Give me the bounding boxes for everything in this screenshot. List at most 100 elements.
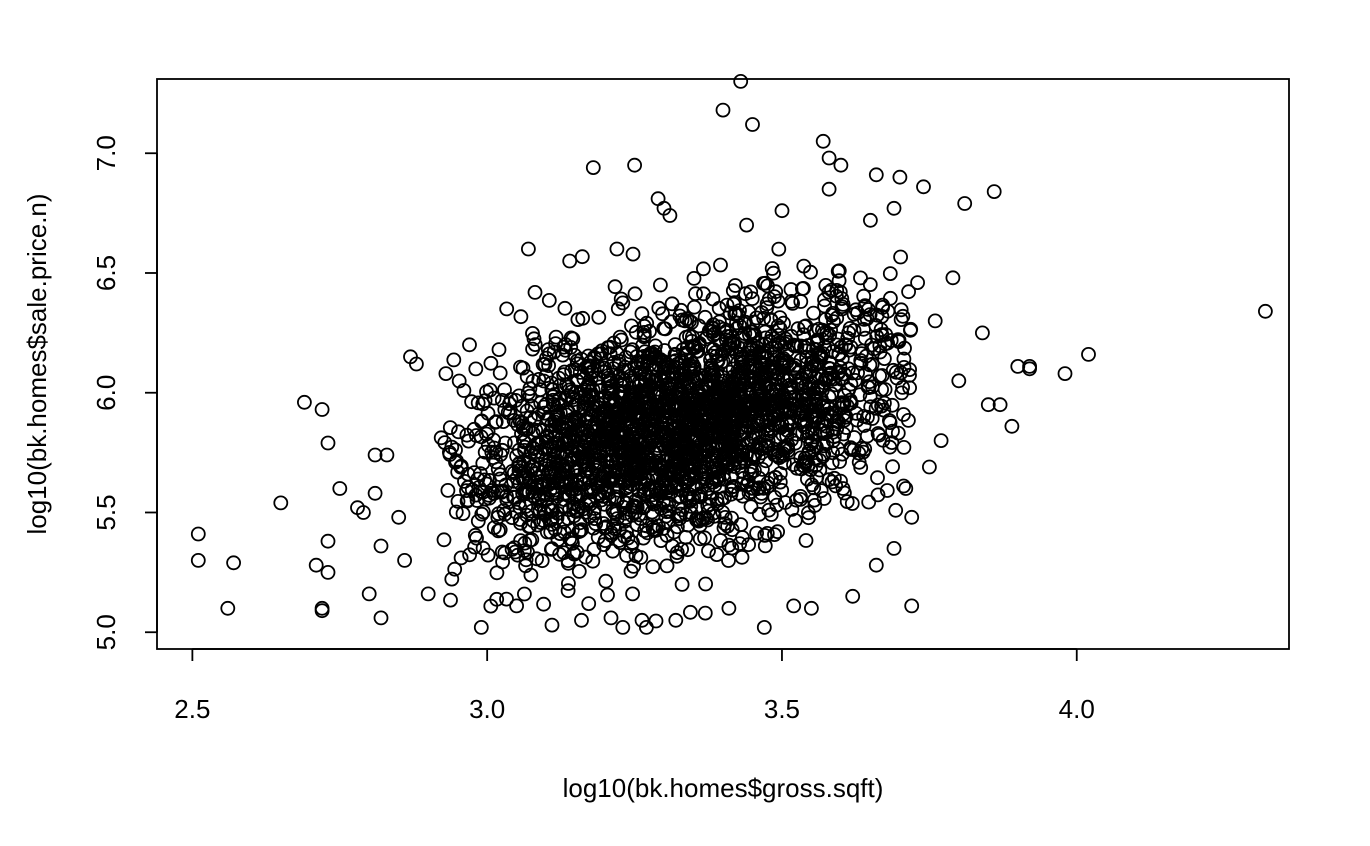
- data-point: [449, 453, 464, 469]
- data-point: [698, 576, 713, 592]
- data-point: [575, 310, 591, 326]
- data-point: [518, 552, 534, 568]
- data-point: [742, 466, 758, 482]
- data-point: [904, 598, 920, 614]
- data-point: [762, 393, 777, 409]
- data-point: [639, 315, 655, 331]
- data-point: [593, 351, 609, 367]
- data-point: [710, 353, 726, 369]
- data-point: [461, 433, 477, 449]
- data-point: [877, 382, 893, 397]
- data-point: [845, 588, 861, 604]
- data-point: [547, 482, 563, 498]
- data-point: [488, 454, 504, 470]
- data-point: [662, 208, 678, 223]
- data-point: [583, 384, 598, 400]
- data-point: [473, 620, 489, 635]
- data-point: [453, 458, 469, 474]
- data-point: [542, 456, 558, 472]
- data-point: [484, 483, 500, 498]
- data-points: [190, 74, 1273, 635]
- data-point: [817, 292, 832, 308]
- data-point: [308, 557, 324, 573]
- data-point: [1081, 346, 1096, 362]
- data-point: [884, 397, 900, 413]
- data-point: [513, 359, 528, 375]
- data-point: [420, 586, 436, 602]
- data-point: [751, 470, 767, 486]
- x-tick-label: 2.5: [174, 694, 210, 724]
- data-point: [530, 517, 545, 533]
- data-point: [603, 610, 619, 626]
- data-point: [793, 450, 809, 466]
- data-point: [453, 550, 469, 566]
- data-point: [497, 382, 512, 398]
- data-point: [888, 364, 904, 380]
- data-point: [806, 385, 822, 401]
- data-point: [494, 544, 510, 560]
- data-point: [634, 374, 649, 390]
- data-point: [571, 564, 587, 579]
- data-point: [766, 364, 782, 380]
- data-point: [511, 388, 527, 404]
- data-point: [751, 391, 767, 407]
- data-point: [672, 308, 688, 324]
- data-point: [757, 528, 773, 543]
- data-point: [544, 617, 560, 633]
- data-point: [824, 282, 839, 298]
- data-point: [691, 384, 707, 400]
- data-point: [691, 488, 707, 504]
- data-point: [602, 339, 618, 355]
- data-point: [648, 613, 664, 629]
- data-point: [547, 448, 562, 464]
- data-point: [536, 596, 551, 612]
- data-point: [745, 117, 760, 132]
- data-point: [568, 411, 584, 427]
- data-point: [856, 418, 872, 433]
- data-point: [903, 321, 919, 337]
- data-point: [522, 533, 538, 548]
- data-point: [719, 422, 734, 437]
- data-point: [886, 541, 902, 556]
- data-point: [650, 191, 666, 207]
- data-point: [760, 433, 776, 449]
- data-point: [550, 407, 566, 423]
- data-point: [776, 315, 791, 331]
- data-point: [856, 288, 872, 304]
- data-point: [678, 441, 693, 457]
- data-point: [615, 371, 631, 387]
- data-point: [821, 150, 837, 166]
- data-point: [736, 370, 751, 386]
- data-point: [951, 373, 967, 389]
- data-point: [851, 454, 867, 470]
- data-point: [870, 487, 886, 503]
- data-point: [737, 412, 753, 428]
- data-point: [397, 553, 413, 568]
- data-point: [735, 450, 750, 466]
- data-point: [779, 416, 795, 432]
- data-point: [464, 394, 480, 410]
- data-point: [451, 424, 466, 440]
- data-point: [521, 241, 536, 257]
- data-point: [685, 356, 700, 372]
- data-point: [975, 325, 990, 341]
- data-point: [874, 327, 890, 343]
- data-point: [893, 249, 908, 265]
- data-point: [495, 554, 511, 570]
- data-point: [721, 537, 737, 553]
- data-point: [754, 305, 770, 320]
- data-point: [718, 378, 733, 393]
- data-point: [757, 324, 773, 340]
- data-point: [856, 311, 872, 327]
- data-point: [691, 337, 707, 353]
- data-point: [498, 477, 514, 493]
- data-point: [591, 309, 607, 325]
- data-point: [857, 441, 873, 457]
- data-point: [755, 461, 770, 477]
- data-point: [898, 481, 914, 496]
- data-point: [764, 355, 780, 371]
- data-point: [606, 354, 622, 370]
- data-point: [436, 532, 452, 548]
- data-point: [558, 428, 574, 444]
- data-point: [535, 423, 551, 438]
